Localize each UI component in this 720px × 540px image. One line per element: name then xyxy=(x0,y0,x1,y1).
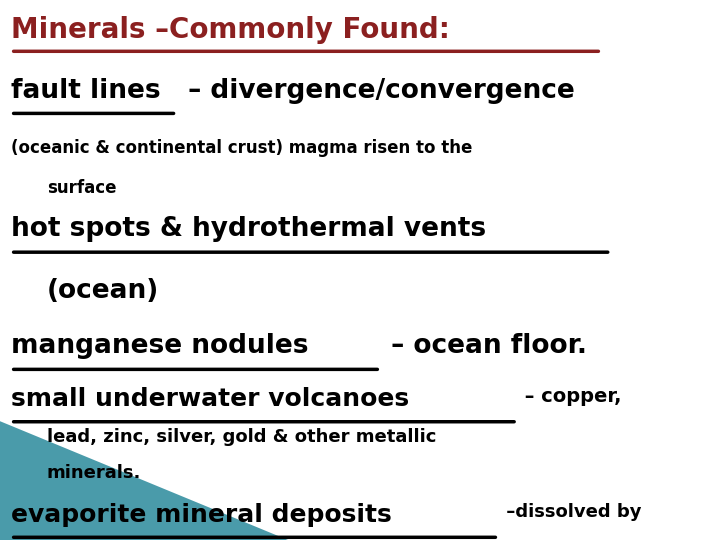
Text: (ocean): (ocean) xyxy=(47,278,159,304)
Text: manganese nodules: manganese nodules xyxy=(11,333,308,359)
Text: – divergence/convergence: – divergence/convergence xyxy=(179,78,575,104)
Text: fault lines: fault lines xyxy=(11,78,161,104)
Text: Minerals –Commonly Found:: Minerals –Commonly Found: xyxy=(11,16,450,44)
Text: hot spots & hydrothermal vents: hot spots & hydrothermal vents xyxy=(11,216,486,242)
Text: – copper,: – copper, xyxy=(518,387,622,406)
Text: – ocean floor.: – ocean floor. xyxy=(382,333,588,359)
Text: small underwater volcanoes: small underwater volcanoes xyxy=(11,387,409,411)
Text: lead, zinc, silver, gold & other metallic: lead, zinc, silver, gold & other metalli… xyxy=(47,428,436,446)
Text: minerals.: minerals. xyxy=(47,464,141,482)
Text: (oceanic & continental crust) magma risen to the: (oceanic & continental crust) magma rise… xyxy=(11,139,472,157)
Polygon shape xyxy=(0,421,288,540)
Text: evaporite mineral deposits: evaporite mineral deposits xyxy=(11,503,392,527)
Text: –dissolved by: –dissolved by xyxy=(500,503,642,521)
Text: surface: surface xyxy=(47,179,117,197)
